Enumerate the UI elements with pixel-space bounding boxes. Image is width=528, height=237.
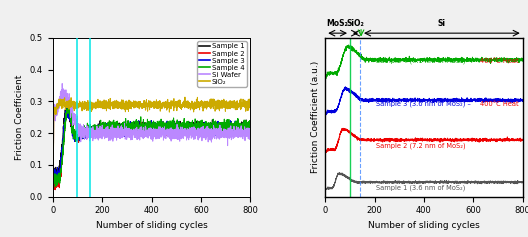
Si Wafer — [59, 82, 65, 85]
Sample 1 — [50, 194, 56, 197]
Sample 3 — [241, 127, 248, 130]
Y-axis label: Friction Coefficient: Friction Coefficient — [15, 75, 24, 160]
Sample 1 — [140, 123, 147, 126]
SiO₂ — [205, 102, 212, 105]
Line: Si Wafer: Si Wafer — [53, 83, 250, 197]
Si Wafer — [241, 126, 248, 129]
Sample 1 — [247, 127, 253, 130]
Sample 3 — [140, 123, 147, 126]
Text: Sample 2 (7.2 nm of MoS₂): Sample 2 (7.2 nm of MoS₂) — [376, 143, 466, 149]
Sample 3 — [205, 132, 212, 135]
Sample 4 — [60, 154, 66, 156]
Sample 2 — [241, 126, 248, 129]
Text: Sample 1 (3.6 nm of MoS₂): Sample 1 (3.6 nm of MoS₂) — [376, 185, 465, 191]
Sample 1 — [241, 126, 248, 129]
Sample 2 — [60, 152, 66, 155]
Sample 3 — [60, 137, 66, 140]
Sample 1 — [60, 134, 66, 137]
Si Wafer — [50, 195, 56, 198]
Text: 400°C Heat: 400°C Heat — [479, 58, 518, 64]
Sample 1 — [146, 127, 152, 130]
Sample 2 — [146, 125, 152, 128]
Text: Sample 3 (3.6 nm of MoS₂) –: Sample 3 (3.6 nm of MoS₂) – — [376, 100, 473, 107]
Sample 4 — [64, 101, 71, 104]
Sample 4 — [140, 125, 147, 128]
Sample 4 — [50, 195, 56, 198]
X-axis label: Number of sliding cycles: Number of sliding cycles — [96, 221, 208, 230]
Sample 2 — [140, 130, 147, 133]
Si Wafer — [146, 128, 152, 130]
Sample 4 — [241, 130, 248, 132]
Si Wafer — [60, 97, 66, 100]
Sample 3 — [50, 195, 56, 198]
Si Wafer — [205, 134, 212, 137]
Sample 1 — [205, 126, 212, 128]
Sample 2 — [247, 128, 253, 131]
SiO₂ — [50, 195, 56, 198]
Text: 400°C Heat: 400°C Heat — [479, 101, 518, 107]
Si Wafer — [241, 125, 248, 128]
Sample 2 — [241, 130, 248, 132]
Legend: Sample 1, Sample 2, Sample 3, Sample 4, Si Wafer, SiO₂: Sample 1, Sample 2, Sample 3, Sample 4, … — [197, 41, 247, 87]
SiO₂ — [247, 105, 253, 108]
Line: Sample 1: Sample 1 — [53, 108, 250, 196]
Sample 3 — [247, 130, 253, 133]
Sample 2 — [64, 108, 71, 111]
SiO₂ — [146, 99, 152, 102]
Sample 2 — [50, 195, 56, 198]
Sample 3 — [241, 125, 248, 128]
Sample 4 — [241, 125, 248, 128]
SiO₂ — [140, 104, 147, 107]
SiO₂ — [241, 101, 248, 104]
SiO₂ — [182, 96, 188, 99]
Y-axis label: Friction Coefficient (a.u.): Friction Coefficient (a.u.) — [310, 61, 320, 173]
Line: Sample 2: Sample 2 — [53, 109, 250, 197]
Sample 4 — [205, 129, 212, 132]
Si Wafer — [247, 130, 253, 132]
Sample 2 — [205, 128, 212, 131]
Line: SiO₂: SiO₂ — [53, 97, 250, 197]
Line: Sample 3: Sample 3 — [53, 107, 250, 197]
Sample 1 — [63, 106, 69, 109]
SiO₂ — [60, 106, 66, 109]
Sample 3 — [146, 132, 152, 135]
Sample 3 — [63, 106, 70, 109]
Text: MoS₂: MoS₂ — [327, 19, 348, 28]
Sample 4 — [146, 122, 152, 125]
Text: SiO₂: SiO₂ — [346, 19, 364, 28]
Si Wafer — [140, 126, 147, 129]
Text: Si: Si — [438, 19, 446, 28]
Line: Sample 4: Sample 4 — [53, 103, 250, 197]
X-axis label: Number of sliding cycles: Number of sliding cycles — [368, 221, 480, 230]
Text: Sample 4 (7.1 nm of MoS₂) –: Sample 4 (7.1 nm of MoS₂) – — [376, 58, 473, 64]
Sample 1 — [241, 125, 248, 128]
Sample 4 — [247, 119, 253, 122]
SiO₂ — [241, 101, 248, 104]
